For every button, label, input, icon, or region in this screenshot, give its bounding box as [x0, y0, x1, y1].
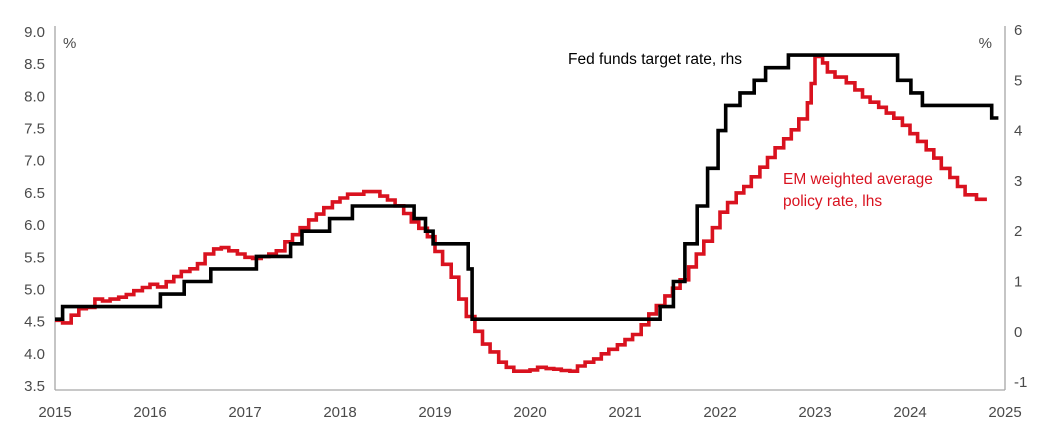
em-policy-line	[55, 54, 987, 373]
x-axis-tick-label: 2017	[228, 404, 261, 421]
left-axis-tick-label: 9.0	[24, 24, 45, 41]
right-axis-tick-label: 2	[1014, 223, 1022, 240]
x-axis-tick-label: 2021	[608, 404, 641, 421]
left-axis-tick-label: 6.5	[24, 185, 45, 202]
right-axis-unit-label: %	[979, 35, 992, 52]
left-axis-tick-label: 5.5	[24, 249, 45, 266]
right-axis-tick-label: 0	[1014, 324, 1022, 341]
x-axis-tick-label: 2016	[133, 404, 166, 421]
x-axis-tick-label: 2020	[513, 404, 546, 421]
right-axis-ticks: 6 5 4 3 2 1 0 -1	[1014, 22, 1027, 391]
fed-funds-series-label: Fed funds target rate, rhs	[568, 51, 742, 68]
left-axis-tick-label: 5.0	[24, 281, 45, 298]
right-axis-tick-label: -1	[1014, 374, 1027, 391]
x-axis-tick-label: 2019	[418, 404, 451, 421]
em-policy-series-label-line2: policy rate, lhs	[783, 193, 882, 210]
left-axis-tick-label: 8.5	[24, 56, 45, 73]
left-axis-ticks: 9.0 8.5 8.0 7.5 7.0 6.5 6.0 5.5 5.0 4.5 4.0 3.5	[24, 24, 45, 395]
x-axis-tick-label: 2024	[893, 404, 926, 421]
em-policy-series-label-line1: EM weighted average	[783, 171, 933, 188]
left-axis-tick-label: 7.5	[24, 121, 45, 138]
x-axis-tick-label: 2025	[988, 404, 1021, 421]
right-axis-tick-label: 1	[1014, 274, 1022, 291]
right-axis-tick-label: 6	[1014, 22, 1022, 39]
right-axis-tick-label: 5	[1014, 72, 1022, 89]
x-axis-tick-label: 2023	[798, 404, 831, 421]
left-axis-tick-label: 7.0	[24, 153, 45, 170]
x-axis-tick-label: 2018	[323, 404, 356, 421]
left-axis-tick-label: 6.0	[24, 217, 45, 234]
x-axis-tick-label: 2022	[703, 404, 736, 421]
left-axis-tick-label: 4.5	[24, 314, 45, 331]
right-axis-tick-label: 4	[1014, 123, 1022, 140]
fed-funds-line	[55, 53, 999, 321]
right-axis-tick-label: 3	[1014, 173, 1022, 190]
left-axis-unit-label: %	[63, 35, 76, 52]
x-axis-tick-label: 2015	[38, 404, 71, 421]
left-axis-tick-label: 3.5	[24, 378, 45, 395]
left-axis-tick-label: 8.0	[24, 88, 45, 105]
series-lines	[55, 53, 999, 373]
left-axis-tick-label: 4.0	[24, 346, 45, 363]
x-axis-ticks: 2015 2016 2017 2018 2019 2020 2021 2022 2023 2024…	[38, 404, 1021, 421]
